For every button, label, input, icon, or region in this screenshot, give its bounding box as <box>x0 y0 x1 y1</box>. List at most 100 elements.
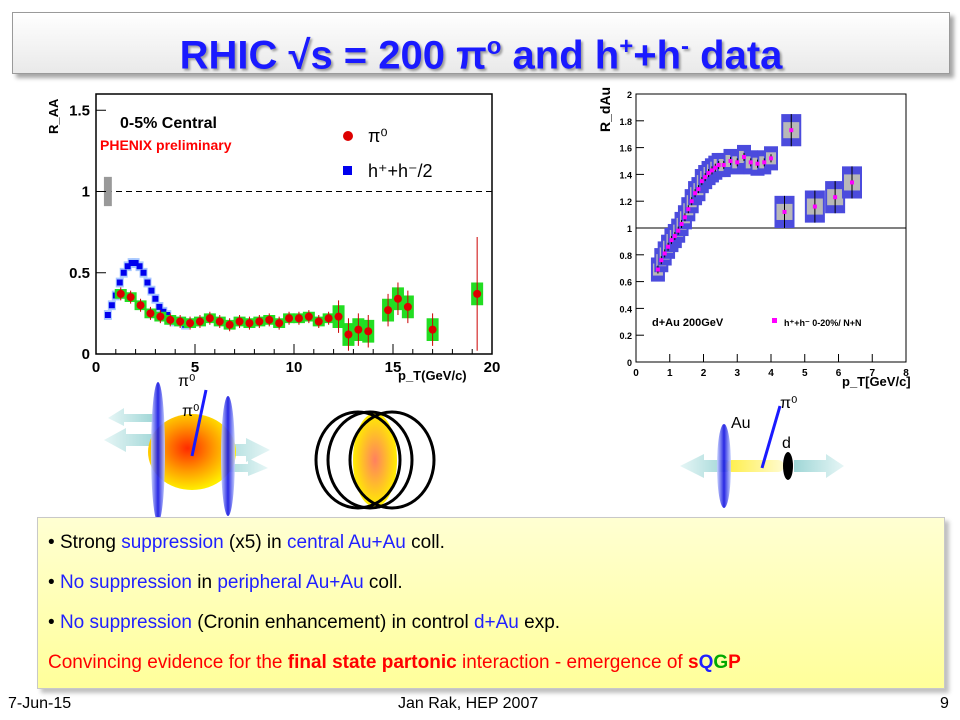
auau-collision-diagram: π⁰ π⁰ <box>104 373 270 518</box>
pi0-point <box>294 314 303 323</box>
data-point <box>728 159 733 163</box>
pi0-point <box>245 319 254 328</box>
hadron-point <box>116 279 123 286</box>
y-axis-label: R_AA <box>46 98 61 134</box>
data-point <box>713 165 718 170</box>
y-tick-label: 1.6 <box>619 144 632 154</box>
hadron-point <box>132 260 139 266</box>
x-tick-label: 6 <box>836 368 842 379</box>
pi0-point <box>428 325 437 334</box>
pi0-point <box>314 317 323 326</box>
pi0-label: π⁰ <box>780 395 797 412</box>
nucleus-disk-left <box>151 382 165 518</box>
jet-arrow <box>760 405 782 469</box>
jet-arrow <box>190 389 208 457</box>
hadron-point <box>128 260 135 266</box>
y-tick-label: 0 <box>82 346 90 363</box>
pi0-point <box>176 317 185 326</box>
data-point <box>742 154 746 159</box>
y-tick-label: 1.2 <box>619 197 632 207</box>
pi0-point <box>384 306 393 315</box>
x-tick-label: 1 <box>667 368 673 379</box>
y-tick-label: 0.5 <box>69 265 90 282</box>
footer-page: 9 <box>940 695 949 712</box>
pi0-point <box>364 327 373 336</box>
hadron-point <box>108 302 115 309</box>
rdau-chart: 0 1 2 3 4 5 6 7 8 0 0.2 0.4 0.6 0.8 1 1.2 1.4 1.6 1.8 2 R_dA… <box>597 87 911 389</box>
pi0-point <box>403 302 412 311</box>
pi0-point <box>156 312 165 321</box>
pi0-point <box>235 317 244 326</box>
data-point <box>659 258 664 263</box>
data-point <box>703 175 708 180</box>
pi0-point <box>186 319 195 328</box>
beam-arrow-right <box>794 454 844 478</box>
y-tick-label: 0.2 <box>619 331 632 341</box>
data-point <box>762 160 767 165</box>
x-tick-label: 10 <box>286 359 303 376</box>
hadron-point <box>136 263 143 270</box>
pi0-point <box>304 312 313 321</box>
hadron-point <box>104 312 111 318</box>
x-tick-label: 3 <box>734 368 740 379</box>
data-point <box>693 191 698 196</box>
pi0-point <box>344 330 353 339</box>
data-point <box>721 163 726 168</box>
pi0-point <box>354 325 363 334</box>
annotation-dau: d+Au 200GeV <box>652 317 724 329</box>
x-tick-label: 7 <box>869 368 875 379</box>
legend-marker <box>772 318 777 323</box>
data-point <box>666 244 671 249</box>
nuclei-overlap-diagram <box>314 410 436 510</box>
overlap-region <box>353 413 397 507</box>
data-point <box>706 171 711 176</box>
hadron-point <box>156 303 163 310</box>
y-tick-label: 1.4 <box>619 170 632 180</box>
slide-title: RHIC √s = 200 πo and h++h- data <box>179 33 783 78</box>
deuteron <box>783 452 793 480</box>
data-point <box>812 204 817 209</box>
data-point <box>782 209 787 214</box>
data-point <box>850 180 854 185</box>
pi0-point <box>275 319 284 328</box>
pi0-point <box>126 293 135 302</box>
raa-chart: 0 5 10 15 20 0 0.5 1 1.5 R_AA p_T(GeV/c) 0-5% Centr… <box>46 93 500 383</box>
x-tick-label: 5 <box>191 359 199 376</box>
y-axis-label: R_dAu <box>597 87 613 132</box>
y-tick-label: 2 <box>627 90 632 100</box>
nucleus-disk-right <box>221 396 235 516</box>
x-tick-label: 0 <box>633 368 639 379</box>
au-label: Au <box>731 415 751 432</box>
summary-box: • Strong suppression (x5) in central Au+… <box>37 517 945 689</box>
title-box: RHIC √s = 200 πo and h++h- data <box>12 12 950 78</box>
y-tick-label: 0 <box>627 358 632 368</box>
hadron-point <box>124 263 131 270</box>
beam-arrow-left-2 <box>108 408 154 426</box>
data-point <box>686 207 691 212</box>
data-point <box>833 195 838 200</box>
nucleus-ring-2 <box>326 410 414 510</box>
pi0-point <box>205 314 214 323</box>
footer-center: Jan Rak, HEP 2007 <box>398 695 539 712</box>
summary-line-1: • Strong suppression (x5) in central Au+… <box>48 532 445 553</box>
au-disk <box>717 424 731 508</box>
pi0-point <box>265 315 274 324</box>
hadron-point <box>144 279 151 286</box>
pi0-point <box>255 317 264 326</box>
data-point <box>699 179 704 184</box>
data-point <box>709 168 714 173</box>
pi0-point <box>393 294 402 303</box>
pi0-label-mid: π⁰ <box>182 403 199 420</box>
overlap-band <box>726 460 784 472</box>
legend-label: h⁺+h⁻ 0-20%/ N+N <box>784 318 862 328</box>
pi0-point <box>473 289 482 298</box>
x-tick-label: 5 <box>802 368 808 379</box>
y-tick-label: 1 <box>627 224 632 234</box>
data-point <box>769 156 773 161</box>
data-point <box>679 221 684 226</box>
nucleus-ring-3 <box>348 410 436 510</box>
x-tick-label: 0 <box>92 359 100 376</box>
d-label: d <box>782 435 791 452</box>
footer-date: 7-Jun-15 <box>8 695 72 712</box>
data-point <box>748 160 753 165</box>
